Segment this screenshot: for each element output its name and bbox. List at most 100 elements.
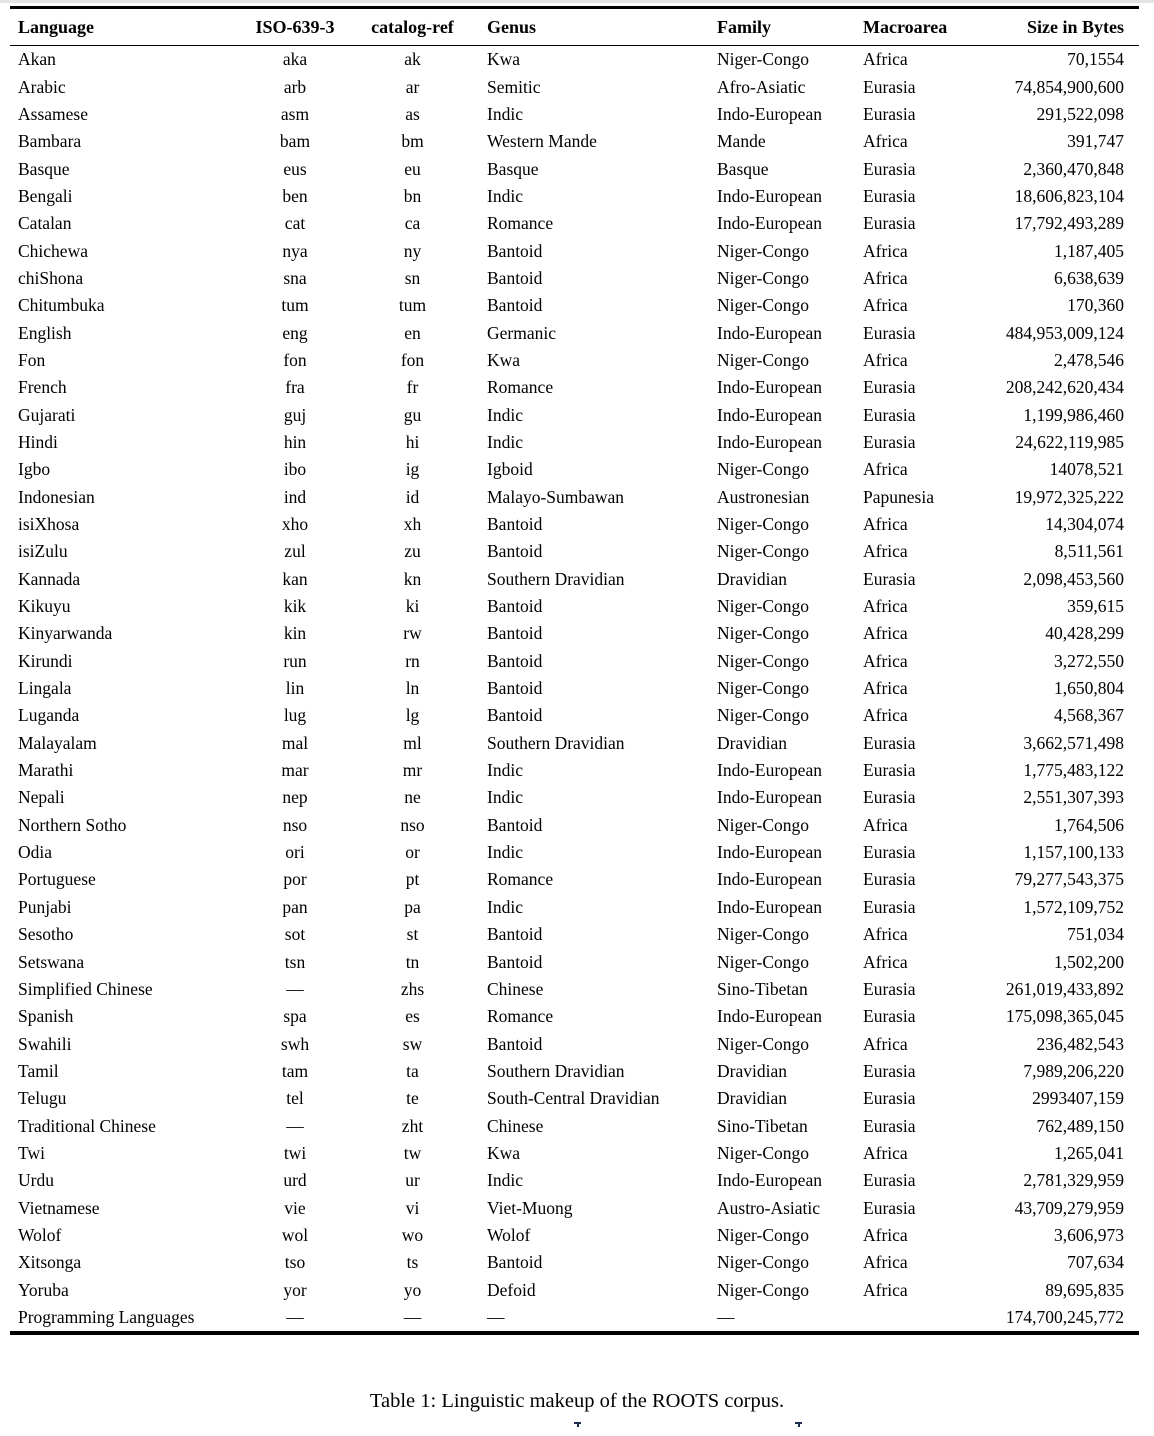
table-row-akan: Akan aka ak Kwa Niger-Congo Africa 70,1554 (10, 46, 1139, 74)
cell-iso-639-3: kik (283, 596, 307, 617)
cell-size-in-bytes: 18,606,823,104 (1014, 185, 1124, 206)
cell-language: Basque (18, 158, 70, 179)
cell-family: Niger-Congo (717, 514, 809, 535)
cell-iso-639-3: ori (285, 842, 305, 863)
cell-macroarea: Eurasia (863, 213, 916, 234)
cell-genus: Malayo-Sumbawan (487, 486, 625, 507)
cell-macroarea: Eurasia (863, 978, 916, 999)
cell-language: Kannada (18, 568, 81, 589)
cell-genus: Bantoid (487, 596, 543, 617)
cell-macroarea: Africa (863, 814, 908, 835)
table-row-isizulu: isiZulu zul zu Bantoid Niger-Congo Africa 8,51… (10, 538, 1139, 565)
cell-iso-639-3: pan (282, 896, 308, 917)
cell-genus: Bantoid (487, 951, 543, 972)
cell-language: Programming Languages (18, 1306, 195, 1327)
cell-language: Northern Sotho (18, 814, 127, 835)
cell-catalog-ref: te (406, 1088, 419, 1109)
cell-iso-639-3: nso (282, 814, 308, 835)
table-row-luganda: Luganda lug lg Bantoid Niger-Congo Africa 4,56… (10, 702, 1139, 729)
cell-genus: Indic (487, 896, 523, 917)
cell-catalog-ref: ur (405, 1170, 420, 1191)
cell-iso-639-3: ind (283, 486, 307, 507)
cell-macroarea: Eurasia (863, 869, 916, 890)
cell-family: Indo-European (717, 404, 822, 425)
table-header-row: Language ISO-639-3 catalog-ref Genus Family M… (10, 8, 1139, 46)
cell-genus: Semitic (487, 76, 541, 97)
cell-genus: Bantoid (487, 623, 543, 644)
cell-size-in-bytes: 3,272,550 (1054, 650, 1124, 671)
table-row-vietnamese: Vietnamese vie vi Viet-Muong Austro-Asiatic E… (10, 1194, 1139, 1221)
cell-genus: Bantoid (487, 650, 543, 671)
cell-iso-639-3: spa (283, 1006, 307, 1027)
cell-language: Malayalam (18, 732, 97, 753)
table-row-gujarati: Gujarati guj gu Indic Indo-European Eurasia 1,… (10, 401, 1139, 428)
cell-genus: Kwa (487, 49, 521, 70)
cell-catalog-ref: lg (405, 705, 420, 726)
cell-family: Niger-Congo (717, 678, 809, 699)
cell-macroarea: Eurasia (863, 431, 916, 452)
cell-catalog-ref: yo (403, 1279, 422, 1300)
cell-family: Dravidian (717, 568, 787, 589)
cell-language: Igbo (18, 459, 51, 480)
cell-macroarea: Africa (863, 1252, 908, 1273)
table-row-spanish: Spanish spa es Romance Indo-European Eurasia 1… (10, 1003, 1139, 1030)
table-row-french: French fra fr Romance Indo-European Eurasia 20… (10, 374, 1139, 401)
cell-macroarea: Africa (863, 678, 908, 699)
table-row-isixhosa: isiXhosa xho xh Bantoid Niger-Congo Africa 14,… (10, 511, 1139, 538)
cell-iso-639-3: wol (281, 1224, 309, 1245)
cell-catalog-ref: ig (405, 459, 420, 480)
cell-iso-639-3: cat (284, 213, 306, 234)
cell-macroarea: Africa (863, 459, 908, 480)
cell-family: Niger-Congo (717, 459, 809, 480)
cell-macroarea: Africa (863, 1279, 908, 1300)
cell-macroarea: Eurasia (863, 76, 916, 97)
cell-macroarea: Africa (863, 1224, 908, 1245)
table-row-igbo: Igbo ibo ig Igboid Niger-Congo Africa 14078,52… (10, 456, 1139, 483)
cell-iso-639-3: kan (282, 568, 308, 589)
cell-size-in-bytes: 236,482,543 (1036, 1033, 1125, 1054)
cell-genus: Romance (487, 869, 554, 890)
cell-iso-639-3: twi (283, 1142, 307, 1163)
cell-language: Kikuyu (18, 596, 71, 617)
cell-family: Indo-European (717, 431, 822, 452)
cell-size-in-bytes: 2,551,307,393 (1023, 787, 1124, 808)
cell-family: Dravidian (717, 1088, 787, 1109)
cell-language: Lingala (18, 678, 72, 699)
cell-genus: Bantoid (487, 514, 543, 535)
cell-language: Gujarati (18, 404, 76, 425)
cell-size-in-bytes: 751,034 (1067, 924, 1124, 945)
cell-genus: Chinese (487, 1115, 544, 1136)
cell-macroarea: Africa (863, 131, 908, 152)
cell-language: Catalan (18, 213, 72, 234)
cell-family: Indo-European (717, 760, 822, 781)
cell-genus: Chinese (487, 978, 544, 999)
cell-iso-639-3: run (283, 650, 307, 671)
cell-family: Indo-European (717, 869, 822, 890)
cell-family: Indo-European (717, 1006, 822, 1027)
cell-language: Vietnamese (18, 1197, 100, 1218)
cell-family: Indo-European (717, 842, 822, 863)
cell-language: Marathi (18, 760, 74, 781)
cell-language: Wolof (18, 1224, 62, 1245)
table-row-wolof: Wolof wol wo Wolof Niger-Congo Africa 3,606,97… (10, 1222, 1139, 1249)
cell-size-in-bytes: 2,098,453,560 (1023, 568, 1124, 589)
cell-family: — (717, 1306, 735, 1327)
cell-size-in-bytes: 208,242,620,434 (1005, 377, 1124, 398)
cell-family: Sino-Tibetan (717, 1115, 808, 1136)
cell-iso-639-3: lin (285, 678, 305, 699)
cell-genus: Igboid (487, 459, 533, 480)
cell-language: Sesotho (18, 924, 74, 945)
table-row-fon: Fon fon fon Kwa Niger-Congo Africa 2,478,546 (10, 347, 1139, 374)
column-header-family: Family (717, 16, 771, 37)
column-header-macroarea: Macroarea (863, 16, 948, 37)
cell-macroarea: Africa (863, 623, 908, 644)
cell-family: Indo-European (717, 103, 822, 124)
cell-catalog-ref: as (405, 103, 420, 124)
cell-iso-639-3: tum (281, 295, 309, 316)
cell-iso-639-3: nep (282, 787, 308, 808)
cell-iso-639-3: vie (284, 1197, 306, 1218)
cell-language: Traditional Chinese (18, 1115, 156, 1136)
cell-genus: Bantoid (487, 814, 543, 835)
cell-family: Niger-Congo (717, 814, 809, 835)
table-row-indonesian: Indonesian ind id Malayo-Sumbawan Austronesi… (10, 484, 1139, 511)
